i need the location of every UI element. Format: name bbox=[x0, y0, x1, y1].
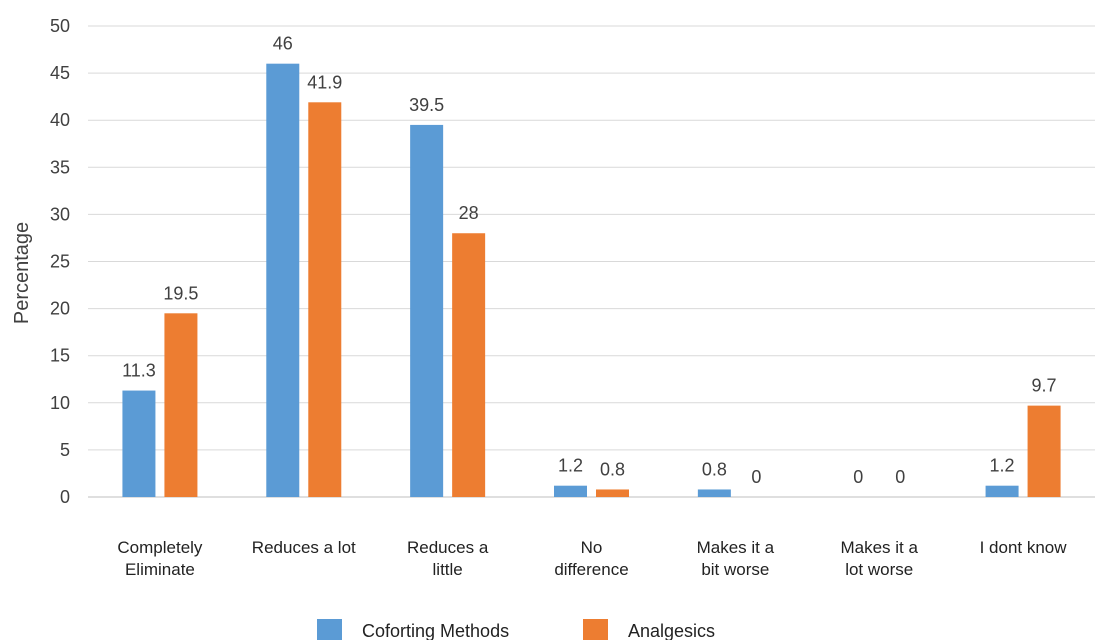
data-label: 19.5 bbox=[163, 283, 198, 303]
category-label: Makes it a bit worse bbox=[697, 538, 775, 579]
y-tick-label: 0 bbox=[60, 487, 70, 507]
y-tick-label: 10 bbox=[50, 393, 70, 413]
data-label: 0.8 bbox=[702, 459, 727, 479]
category-labels: Completely Eliminate Reduces a lot Reduces … bbox=[117, 538, 1067, 579]
data-label: 1.2 bbox=[558, 456, 583, 476]
y-tick-label: 15 bbox=[50, 346, 70, 366]
bar-coforting-methods bbox=[266, 63, 300, 498]
data-label: 41.9 bbox=[307, 72, 342, 92]
bars bbox=[122, 63, 1061, 498]
data-label: 39.5 bbox=[409, 95, 444, 115]
legend-swatch bbox=[583, 619, 608, 640]
category-label: Reduces a lot bbox=[252, 538, 356, 557]
bar-analgesics bbox=[596, 489, 629, 497]
bar-coforting-methods bbox=[697, 489, 731, 497]
category-label: Reduces a little bbox=[407, 538, 489, 579]
data-label: 1.2 bbox=[990, 456, 1015, 476]
category-label: I dont know bbox=[980, 538, 1068, 557]
data-label: 9.7 bbox=[1032, 376, 1057, 396]
legend-swatch bbox=[317, 619, 342, 640]
data-label: 11.3 bbox=[122, 361, 156, 381]
gridlines bbox=[88, 25, 1095, 498]
y-tick-label: 40 bbox=[50, 110, 70, 130]
data-label: 0 bbox=[853, 467, 863, 487]
y-tick-label: 30 bbox=[50, 204, 70, 224]
bar-coforting-methods bbox=[410, 124, 444, 497]
bar-analgesics bbox=[308, 102, 342, 497]
category-label: No difference bbox=[554, 538, 628, 579]
y-tick-label: 45 bbox=[50, 63, 70, 83]
legend: Coforting Methods Analgesics bbox=[317, 619, 715, 640]
legend-label: Analgesics bbox=[628, 621, 715, 640]
data-label: 46 bbox=[273, 34, 293, 54]
category-label: Makes it a lot worse bbox=[840, 538, 918, 579]
bar-coforting-methods bbox=[985, 485, 1019, 497]
category-label: Completely Eliminate bbox=[117, 538, 203, 579]
y-tick-label: 25 bbox=[50, 252, 70, 272]
data-label: 28 bbox=[459, 203, 479, 223]
data-label: 0 bbox=[751, 467, 761, 487]
data-labels: 11.3 19.5 46 41.9 39.5 28 1.2 0.8 0.8 0 0 0 1.2 9.7 bbox=[122, 34, 1057, 487]
data-label: 0 bbox=[895, 467, 905, 487]
y-tick-label: 35 bbox=[50, 157, 70, 177]
bar-coforting-methods bbox=[554, 485, 587, 497]
data-label: 0.8 bbox=[600, 459, 625, 479]
legend-label: Coforting Methods bbox=[362, 621, 509, 640]
bar-analgesics bbox=[1027, 405, 1061, 497]
y-axis-ticks: 0 5 10 15 20 25 30 35 40 45 50 bbox=[50, 16, 70, 507]
y-axis-title: Percentage bbox=[11, 222, 33, 324]
bar-coforting-methods bbox=[122, 390, 156, 497]
bar-analgesics bbox=[164, 313, 198, 497]
y-tick-label: 50 bbox=[50, 16, 70, 36]
y-tick-label: 5 bbox=[60, 440, 70, 460]
bar-analgesics bbox=[452, 233, 486, 498]
y-tick-label: 20 bbox=[50, 299, 70, 319]
